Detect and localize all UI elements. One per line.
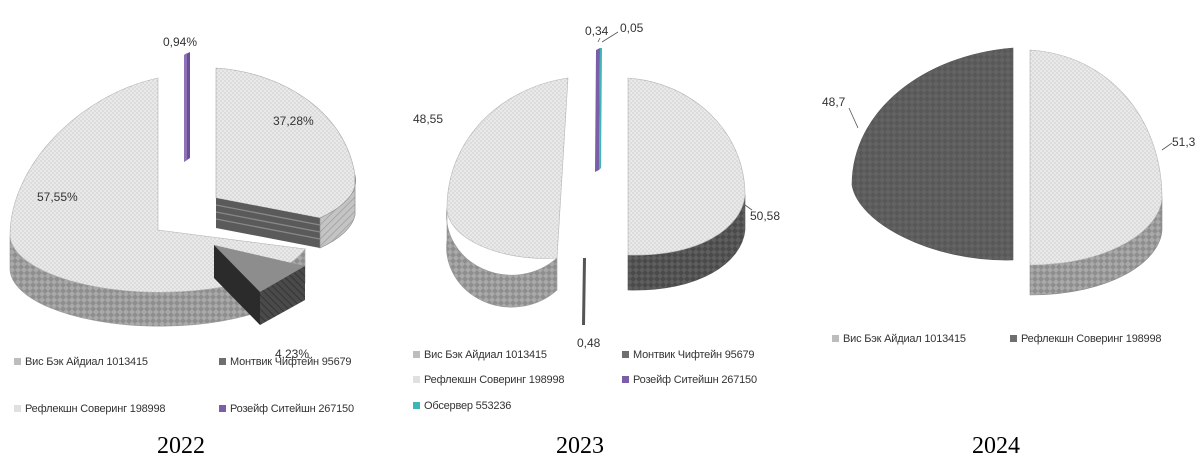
legend-label: Рефлекшн Соверинг 198998	[424, 374, 565, 386]
legend-item-2022-vis-bek: Вис Бэк Айдиал 1013415	[14, 356, 148, 368]
legend-item-2022-reflekshn: Рефлекшн Соверинг 198998	[14, 403, 165, 415]
legend-item-2023-vis-bek: Вис Бэк Айдиал 1013415	[413, 349, 547, 361]
legend-item-2023-rozeif: Розейф Ситейшн 267150	[622, 374, 757, 386]
data-label-2022-montvik: 37,28%	[273, 114, 314, 128]
data-label-2022-vis-bek: 57,55%	[37, 190, 78, 204]
leader-line-2024-vis-bek	[1161, 142, 1173, 151]
data-label-2024-reflekshn: 48,7	[822, 95, 846, 109]
legend-label: Розейф Ситейшн 267150	[230, 403, 354, 415]
leader-line-2023-vis-bek	[744, 204, 753, 211]
legend-swatch	[413, 402, 420, 409]
legend-item-2022-rozeif: Розейф Ситейшн 267150	[219, 403, 354, 415]
data-label-2023-reflekshn: 48,55	[413, 112, 443, 126]
data-label-2023-montvik: 0,48	[577, 336, 601, 350]
data-label-2023-rozeif: 0,34	[585, 24, 609, 38]
legend-label: Вис Бэк Айдиал 1013415	[25, 356, 148, 368]
slice-2023-montvik	[582, 258, 586, 325]
chart-2023: 50,58 0,48 48,55 0,34 0,05	[413, 21, 780, 350]
data-label-2022-rozeif: 0,94%	[163, 35, 197, 49]
slice-2024-reflekshn	[851, 47, 1014, 261]
legend-item-2023-reflekshn: Рефлекшн Соверинг 198998	[413, 374, 564, 386]
slice-2022-reflekshn	[214, 245, 305, 325]
legend-item-2023-observer: Обсервер 553236	[413, 400, 511, 412]
legend-item-2022-montvik: Монтвик Чифтейн 95679	[219, 356, 352, 368]
slice-2024-vis-bek	[1029, 49, 1163, 296]
year-caption-2022: 2022	[157, 433, 205, 459]
legend-swatch	[219, 405, 226, 412]
leader-line-2023-observer	[601, 31, 619, 43]
slice-2023-observer	[599, 48, 602, 170]
legend-swatch	[413, 376, 420, 383]
legend-swatch	[14, 358, 21, 365]
leader-line-2024-reflekshn	[848, 107, 859, 129]
data-label-2024-vis-bek: 51,3	[1172, 135, 1196, 149]
slice-2022-rozeif	[184, 52, 190, 162]
leader-line-2023-rozeif	[597, 37, 601, 43]
legend-swatch	[219, 358, 226, 365]
slice-2022-montvik	[215, 67, 356, 249]
legend-swatch	[832, 335, 839, 342]
chart-2022: 57,55% 0,94% 37,28% 4,23%	[9, 35, 356, 361]
legend-label: Рефлекшн Соверинг 198998	[25, 403, 166, 415]
data-label-2023-observer: 0,05	[620, 21, 644, 35]
chart-2024: 51,3 48,7	[822, 47, 1196, 296]
legend-item-2024-reflekshn: Рефлекшн Соверинг 198998	[1010, 333, 1161, 345]
legend-item-2023-montvik: Монтвик Чифтейн 95679	[622, 349, 755, 361]
year-caption-2024: 2024	[972, 433, 1020, 459]
slice-2023-reflekshn	[446, 77, 569, 308]
legend-item-2024-vis-bek: Вис Бэк Айдиал 1013415	[832, 333, 966, 345]
legend-label: Рефлекшн Соверинг 198998	[1021, 333, 1162, 345]
legend-swatch	[413, 351, 420, 358]
year-caption-2023: 2023	[556, 433, 604, 459]
legend-label: Розейф Ситейшн 267150	[633, 374, 757, 386]
legend-label: Обсервер 553236	[424, 400, 512, 412]
legend-label: Монтвик Чифтейн 95679	[633, 349, 755, 361]
slice-2023-vis-bek	[627, 77, 746, 291]
legend-swatch	[14, 405, 21, 412]
legend-swatch	[1010, 335, 1017, 342]
data-label-2022-reflekshn: 4,23%	[275, 347, 309, 361]
legend-swatch	[622, 376, 629, 383]
legend-label: Вис Бэк Айдиал 1013415	[843, 333, 966, 345]
legend-label: Монтвик Чифтейн 95679	[230, 356, 352, 368]
legend-label: Вис Бэк Айдиал 1013415	[424, 349, 547, 361]
slice-2023-rozeif	[595, 48, 600, 172]
legend-swatch	[622, 351, 629, 358]
data-label-2023-vis-bek: 50,58	[750, 209, 780, 223]
